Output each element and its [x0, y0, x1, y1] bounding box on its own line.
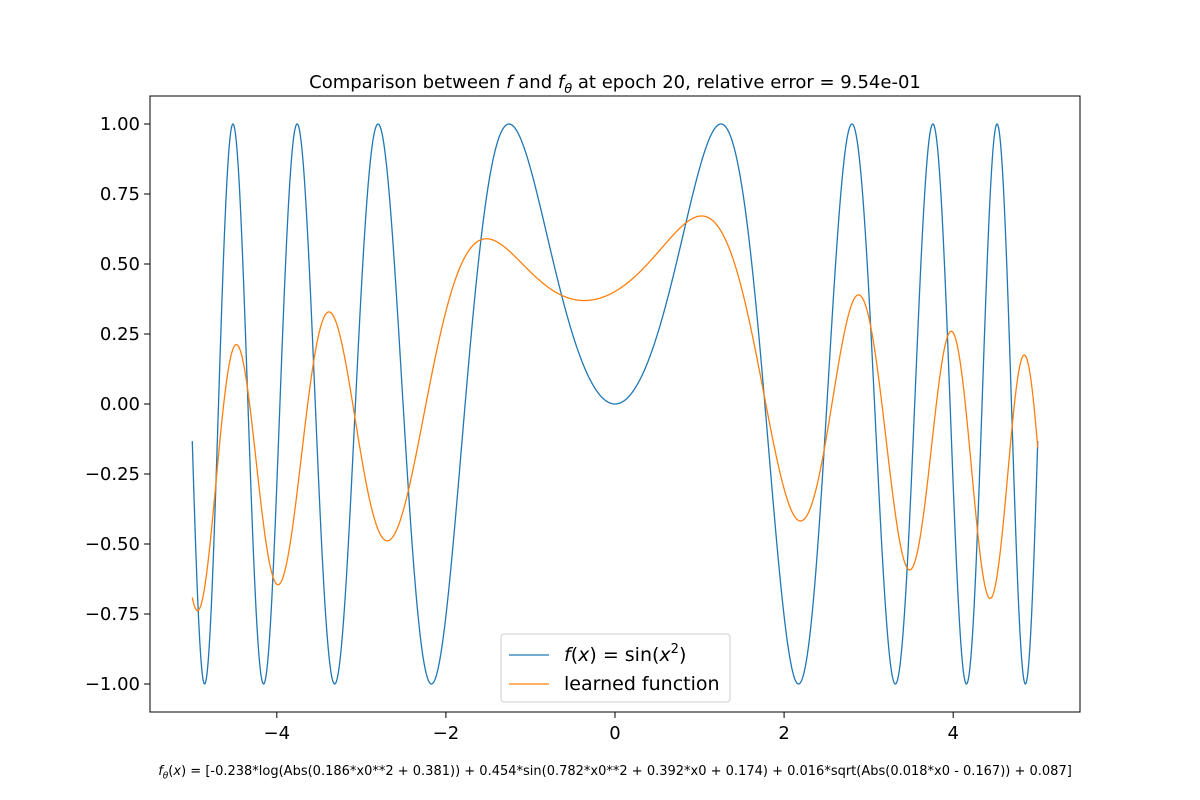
series-line-learned [191, 215, 1039, 612]
y-tick-label: 0.25 [100, 324, 140, 345]
legend-label-f: f(x) = sin(x2) [564, 642, 686, 666]
y-tick-label: 0.75 [100, 184, 140, 205]
x-tick-label: −2 [433, 723, 460, 744]
learned-formula: fθ(x) = [-0.238*log(Abs(0.186*x0**2 + 0.… [158, 764, 1072, 782]
x-axis: −4 −2 0 2 4 [264, 712, 959, 744]
y-tick-label: −0.25 [85, 464, 140, 485]
x-tick-label: 4 [947, 723, 958, 744]
legend: f(x) = sin(x2) learned function [500, 633, 731, 703]
y-tick-label: −0.75 [85, 604, 140, 625]
y-axis: −1.00 −0.75 −0.50 −0.25 0.00 0.25 0.50 0.75 1.00 [85, 114, 150, 695]
y-tick-label: 1.00 [100, 114, 140, 135]
x-tick-label: 2 [778, 723, 789, 744]
y-tick-label: 0.50 [100, 254, 140, 275]
chart-title: Comparison between f and fθ at epoch 20,… [309, 72, 921, 97]
x-tick-label: 0 [609, 723, 620, 744]
y-tick-label: −0.50 [85, 534, 140, 555]
legend-label-learned: learned function [564, 673, 720, 695]
y-tick-label: −1.00 [85, 674, 140, 695]
series-line-f [191, 123, 1039, 685]
legend-box [500, 633, 731, 703]
y-tick-label: 0.00 [100, 394, 140, 415]
x-tick-label: −4 [264, 723, 291, 744]
